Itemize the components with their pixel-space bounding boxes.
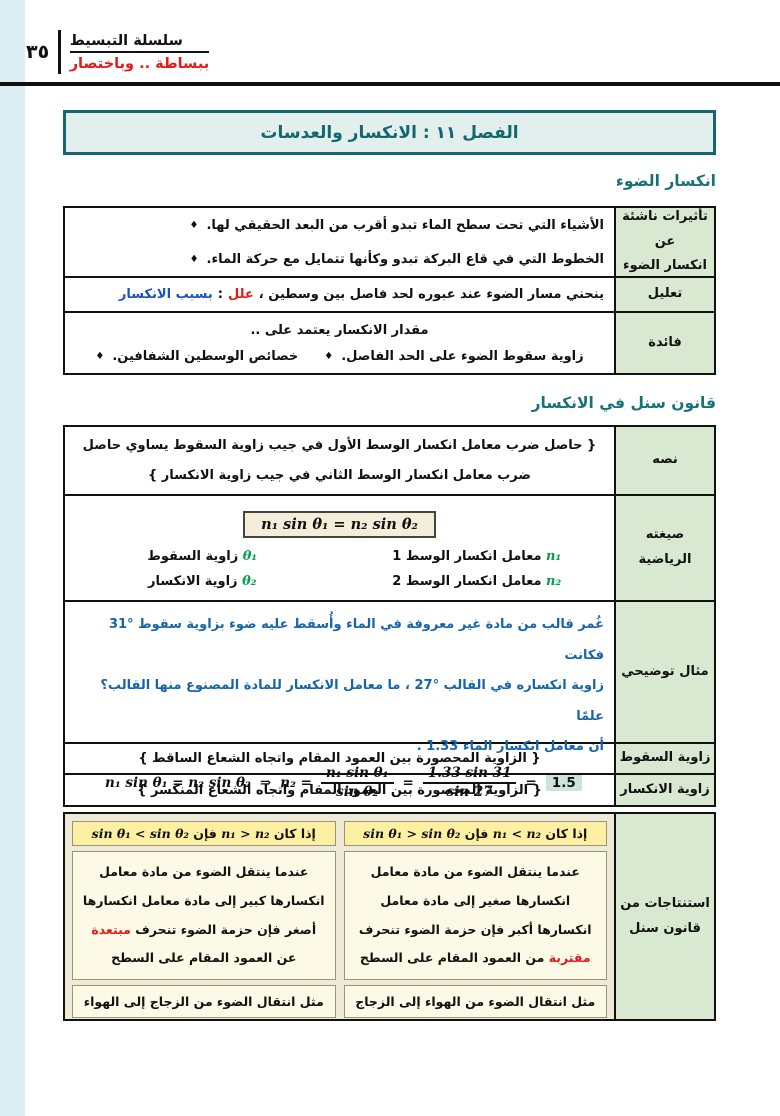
- condition-right: إذا كان n₁ < n₂ فإن sin θ₁ > sin θ₂: [343, 821, 607, 846]
- incidence-content: { الزاوية المحصورة بين العمود المقام وات…: [138, 751, 541, 766]
- row-header-effects: تأثيرات ناشئة عن انكسار الضوء: [614, 208, 714, 276]
- conclusion-column-right: إذا كان n₁ < n₂ فإن sin θ₁ > sin θ₂ عندم…: [343, 821, 607, 1018]
- row-header-formula: صيغته الرياضية: [614, 496, 714, 600]
- page-header: ٣٥ سلسلة التبسيط ببساطة .. وباختصار: [26, 30, 210, 74]
- formula-content: n₁ sin θ₁ = n₂ sin θ₂ n₁ معامل انكسار ال…: [65, 496, 614, 600]
- symbol-n2: n₂: [546, 574, 562, 590]
- table-row-effects: تأثيرات ناشئة عن انكسار الضوء ♦ الأشياء …: [65, 208, 714, 276]
- explain-answer: بسبب الانكسار: [118, 287, 213, 302]
- row-header-example: مثال توضيحي: [614, 602, 714, 742]
- series-titles: سلسلة التبسيط ببساطة .. وباختصار: [69, 33, 210, 72]
- row-header-explain: تعليل: [614, 278, 714, 311]
- note-item-2: ♦ زاوية سقوط الضوء على الحد الفاصل.: [324, 348, 584, 364]
- series-subtitle: ببساطة .. وباختصار: [69, 55, 210, 72]
- diamond-bullet-icon: ♦: [324, 350, 334, 362]
- conclusion-example-right: مثل انتقال الضوء من الهواء إلى الزجاج: [343, 985, 607, 1018]
- snell-equation-box: n₁ sin θ₁ = n₂ sin θ₂: [243, 510, 436, 538]
- conclusion-column-left: إذا كان n₁ > n₂ فإن sin θ₁ < sin θ₂ عندم…: [72, 821, 336, 1018]
- row-header-note: فائدة: [614, 313, 714, 373]
- conclusion-body-left: عندما ينتقل الضوء من مادة معامل انكسارها…: [72, 851, 336, 980]
- conclusions-table: استنتاجات من قانون سنل إذا كان n₁ < n₂ ف…: [63, 812, 716, 1021]
- diamond-bullet-icon: ♦: [189, 219, 199, 231]
- explain-label: علل: [227, 287, 254, 302]
- conclusions-content: إذا كان n₁ < n₂ فإن sin θ₁ > sin θ₂ عندم…: [65, 814, 614, 1019]
- effects-item-2: ♦ الخطوط التي في قاع البركة تبدو وكأنها …: [189, 251, 604, 267]
- refraction-table: تأثيرات ناشئة عن انكسار الضوء ♦ الأشياء …: [63, 206, 716, 375]
- definition-line-2: n₂ معامل انكسار الوسط 2 θ₂ زاوية الانكسا…: [148, 574, 562, 590]
- solution-result: 1.5: [545, 774, 582, 791]
- header-divider: [58, 30, 61, 74]
- example-content: غُمر قالب من مادة غير معروفة في الماء وأ…: [65, 602, 614, 800]
- diamond-bullet-icon: ♦: [95, 350, 105, 362]
- row-header-incidence: زاوية السقوط: [614, 744, 714, 773]
- example-solution: n₁ sin θ₁ = n₂ sin θ₂ ⇒ n₂ = n₁ sin θ₁ s…: [75, 765, 604, 801]
- fraction-numeric: 1.33 sin 31 sin 27: [422, 765, 517, 801]
- section-heading-refraction: انكسار الضوء: [615, 172, 716, 190]
- refraction-content: { الزاوية المحصورة بين العمود المقام وات…: [137, 782, 542, 798]
- definition-line-1: n₁ معامل انكسار الوسط 1 θ₁ زاوية السقوط: [147, 549, 562, 565]
- table-row-example: مثال توضيحي غُمر قالب من مادة غير معروفة…: [65, 600, 714, 800]
- section-heading-snell: قانون سنل في الانكسار: [531, 394, 716, 412]
- table-row-explain: تعليل ينحني مسار الضوء عند عبوره لحد فاص…: [65, 276, 714, 311]
- condition-left: إذا كان n₁ > n₂ فإن sin θ₁ < sin θ₂: [72, 821, 336, 846]
- statement-content: { حاصل ضرب معامل انكسار الوسط الأول في ج…: [82, 438, 597, 483]
- table-row-formula: صيغته الرياضية n₁ sin θ₁ = n₂ sin θ₂ n₁ …: [65, 494, 714, 600]
- example-text: غُمر قالب من مادة غير معروفة في الماء وأ…: [100, 617, 604, 755]
- symbol-theta1: θ₁: [242, 549, 258, 565]
- row-header-statement: نصه: [614, 427, 714, 494]
- table-row-conclusions: استنتاجات من قانون سنل إذا كان n₁ < n₂ ف…: [65, 814, 714, 1019]
- note-content: مقدار الانكسار يعتمد على .. ♦ خصائص الوس…: [95, 322, 584, 364]
- symbol-n1: n₁: [546, 549, 562, 565]
- note-item-1: ♦ خصائص الوسطين الشفافين.: [95, 348, 299, 364]
- chapter-title: الفصل ١١ : الانكسار والعدسات: [260, 122, 519, 143]
- left-margin-strip: [0, 0, 25, 1116]
- row-header-conclusions: استنتاجات من قانون سنل: [614, 814, 714, 1019]
- page-number: ٣٥: [26, 41, 50, 63]
- explain-content: ينحني مسار الضوء عند عبوره لحد فاصل بين …: [118, 287, 604, 302]
- table-row-incidence-angle: زاوية السقوط { الزاوية المحصورة بين العم…: [65, 742, 714, 773]
- header-rule: [0, 82, 780, 86]
- effects-item-1: ♦ الأشياء التي تحت سطح الماء تبدو أقرب م…: [189, 217, 604, 233]
- implies-arrow: ⇒: [259, 774, 272, 791]
- series-title: سلسلة التبسيط: [69, 33, 210, 53]
- table-row-statement: نصه { حاصل ضرب معامل انكسار الوسط الأول …: [65, 427, 714, 494]
- row-header-refraction: زاوية الانكسار: [614, 775, 714, 805]
- snell-equation: n₁ sin θ₁ = n₂ sin θ₂: [261, 515, 418, 533]
- conclusion-body-right: عندما ينتقل الضوء من مادة معامل انكسارها…: [343, 851, 607, 980]
- diamond-bullet-icon: ♦: [189, 253, 199, 265]
- fraction-symbolic: n₁ sin θ₁ sin θ₂: [320, 765, 394, 801]
- symbol-theta2: θ₂: [242, 574, 257, 590]
- conclusion-example-left: مثل انتقال الضوء من الزجاج إلى الهواء: [72, 985, 336, 1018]
- chapter-title-box: الفصل ١١ : الانكسار والعدسات: [63, 110, 716, 155]
- table-row-refraction-angle: زاوية الانكسار { الزاوية المحصورة بين ال…: [65, 773, 714, 805]
- snell-table: نصه { حاصل ضرب معامل انكسار الوسط الأول …: [63, 425, 716, 807]
- keyword-approaching: مقتربة: [548, 950, 591, 966]
- table-row-note: فائدة مقدار الانكسار يعتمد على .. ♦ خصائ…: [65, 311, 714, 373]
- effects-content: ♦ الأشياء التي تحت سطح الماء تبدو أقرب م…: [65, 208, 614, 276]
- keyword-receding: مبتعدة: [91, 921, 131, 937]
